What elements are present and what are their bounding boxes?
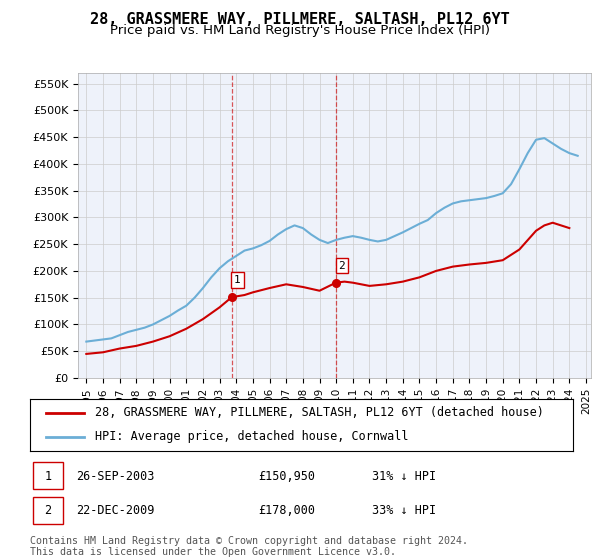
Text: 22-DEC-2009: 22-DEC-2009 (76, 505, 155, 517)
Text: 33% ↓ HPI: 33% ↓ HPI (372, 505, 436, 517)
Text: 28, GRASSMERE WAY, PILLMERE, SALTASH, PL12 6YT: 28, GRASSMERE WAY, PILLMERE, SALTASH, PL… (90, 12, 510, 27)
Text: £150,950: £150,950 (258, 469, 315, 483)
Text: 28, GRASSMERE WAY, PILLMERE, SALTASH, PL12 6YT (detached house): 28, GRASSMERE WAY, PILLMERE, SALTASH, PL… (95, 407, 544, 419)
Text: 26-SEP-2003: 26-SEP-2003 (76, 469, 155, 483)
FancyBboxPatch shape (33, 462, 62, 488)
Text: £178,000: £178,000 (258, 505, 315, 517)
Text: 2: 2 (338, 260, 345, 270)
Text: 31% ↓ HPI: 31% ↓ HPI (372, 469, 436, 483)
Text: Contains HM Land Registry data © Crown copyright and database right 2024.
This d: Contains HM Land Registry data © Crown c… (30, 535, 468, 557)
Text: 2: 2 (44, 505, 52, 517)
Text: HPI: Average price, detached house, Cornwall: HPI: Average price, detached house, Corn… (95, 430, 409, 443)
Text: 1: 1 (234, 275, 241, 285)
FancyBboxPatch shape (33, 497, 62, 524)
Text: Price paid vs. HM Land Registry's House Price Index (HPI): Price paid vs. HM Land Registry's House … (110, 24, 490, 37)
Text: 1: 1 (44, 469, 52, 483)
